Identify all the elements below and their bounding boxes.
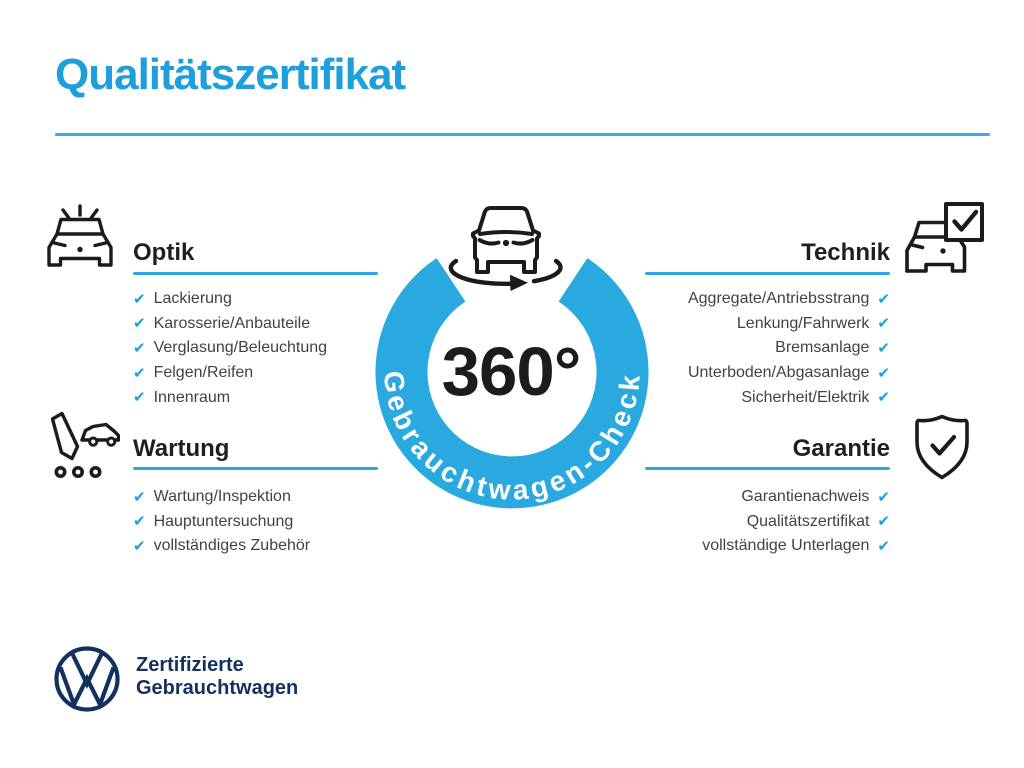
checklist-item: Aggregate/Antriebsstrang ✔ — [580, 287, 890, 312]
section-title-technik: Technik — [801, 239, 890, 266]
checklist-item-label: Qualitätszertifikat — [746, 512, 870, 530]
checklist-item-label: Karosserie/Anbauteile — [153, 314, 311, 332]
check-icon: ✔ — [133, 363, 146, 382]
checklist-item: Lenkung/Fahrwerk ✔ — [580, 312, 890, 337]
checklist-optik: ✔ Lackierung ✔ Karosserie/Anbauteile ✔ Verg… — [133, 287, 327, 410]
title-divider — [55, 133, 990, 136]
checklist-item-label: Innenraum — [153, 388, 231, 406]
shield-check-icon — [909, 411, 975, 487]
checklist-item-label: Bremsanlage — [775, 339, 870, 357]
checklist-item: ✔ vollständiges Zubehör — [133, 534, 310, 559]
checklist-item-label: Wartung/Inspektion — [153, 488, 291, 506]
check-icon: ✔ — [877, 388, 890, 407]
checklist-item-label: Aggregate/Antriebsstrang — [687, 290, 870, 308]
rotating-car-icon — [448, 206, 563, 291]
checklist-item: Bremsanlage ✔ — [580, 336, 890, 361]
checklist-item: ✔ Felgen/Reifen — [133, 361, 327, 386]
checklist-item: Garantienachweis ✔ — [580, 485, 890, 510]
section-title-optik: Optik — [133, 239, 195, 266]
check-icon: ✔ — [133, 314, 146, 333]
check-icon: ✔ — [133, 487, 146, 506]
360-degree-badge: Gebrauchtwagen-Check 360° — [375, 206, 649, 509]
section-divider — [645, 272, 890, 275]
checklist-item-label: Sicherheit/Elektrik — [741, 388, 870, 406]
checklist-item-label: Felgen/Reifen — [153, 364, 254, 382]
section-divider — [133, 272, 378, 275]
section-divider — [645, 467, 890, 470]
checklist-item: Sicherheit/Elektrik ✔ — [580, 385, 890, 410]
checklist-item: ✔ Wartung/Inspektion — [133, 485, 310, 510]
section-divider — [133, 467, 378, 470]
check-icon: ✔ — [877, 536, 890, 555]
checklist-wartung: ✔ Wartung/Inspektion ✔ Hauptuntersuchung ✔… — [133, 485, 310, 559]
check-icon: ✔ — [877, 338, 890, 357]
check-icon: ✔ — [133, 536, 146, 555]
check-icon: ✔ — [133, 338, 146, 357]
brand-name-line2: Gebrauchtwagen — [136, 677, 299, 699]
sparkling-car-icon — [42, 204, 118, 284]
checklist-item: ✔ Lackierung — [133, 287, 327, 312]
check-icon: ✔ — [133, 289, 146, 308]
checklist-technik: Aggregate/Antriebsstrang ✔ Lenkung/Fahrwe… — [580, 287, 890, 410]
badge-ring — [375, 258, 649, 509]
checklist-garantie: Garantienachweis ✔ Qualitätszertifikat ✔ v… — [580, 485, 890, 559]
checklist-item-label: Hauptuntersuchung — [153, 512, 294, 530]
car-checkbox-icon — [899, 202, 987, 284]
checklist-item: Unterboden/Abgasanlage ✔ — [580, 361, 890, 386]
check-icon: ✔ — [877, 314, 890, 333]
rotation-arrowhead — [510, 274, 528, 291]
checklist-item: ✔ Verglasung/Beleuchtung — [133, 336, 327, 361]
checklist-item-label: Garantienachweis — [741, 488, 870, 506]
checklist-item-label: Lackierung — [153, 290, 232, 308]
check-icon: ✔ — [133, 388, 146, 407]
checklist-item-label: vollständiges Zubehör — [153, 537, 311, 555]
check-icon: ✔ — [877, 289, 890, 308]
check-icon: ✔ — [877, 363, 890, 382]
checklist-item-label: Verglasung/Beleuchtung — [153, 339, 328, 357]
brand-name-line1: Zertifizierte — [136, 654, 244, 676]
page-title: Qualitätszertifikat — [55, 50, 406, 99]
checklist-item-label: Lenkung/Fahrwerk — [736, 314, 870, 332]
pencil-car-icon — [40, 407, 120, 483]
checklist-item: ✔ Karosserie/Anbauteile — [133, 312, 327, 337]
checklist-item-label: vollständige Unterlagen — [702, 537, 870, 555]
checklist-item: Qualitätszertifikat ✔ — [580, 510, 890, 535]
section-title-wartung: Wartung — [133, 435, 230, 462]
section-title-garantie: Garantie — [792, 435, 890, 462]
checklist-item: vollständige Unterlagen ✔ — [580, 534, 890, 559]
checklist-item: ✔ Hauptuntersuchung — [133, 510, 310, 535]
checklist-item-label: Unterboden/Abgasanlage — [687, 364, 870, 382]
check-icon: ✔ — [133, 512, 146, 531]
check-icon: ✔ — [877, 512, 890, 531]
degree-label: 360° — [442, 333, 581, 410]
check-icon: ✔ — [877, 487, 890, 506]
vw-logo — [52, 644, 122, 719]
checklist-item: ✔ Innenraum — [133, 385, 327, 410]
brand-name: Zertifizierte Gebrauchtwagen — [136, 654, 298, 700]
